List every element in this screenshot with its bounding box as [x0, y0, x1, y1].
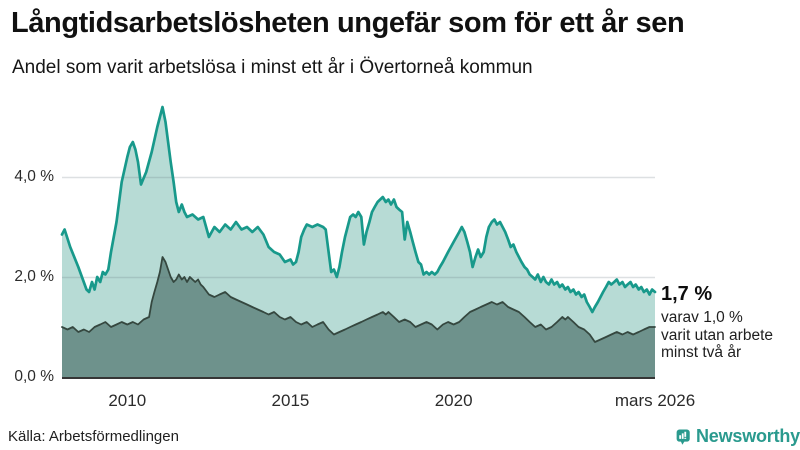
chart-title: Långtidsarbetslösheten ungefär som för e…: [11, 7, 685, 39]
newsworthy-logo[interactable]: Newsworthy: [676, 423, 800, 450]
y-axis-tick-label: 0,0 %: [14, 368, 54, 385]
x-axis-tick-label: 2015: [271, 391, 310, 410]
chart-subtitle: Andel som varit arbetslösa i minst ett å…: [12, 57, 533, 78]
source-attribution: Källa: Arbetsförmedlingen: [8, 428, 179, 445]
x-axis-tick-label: mars 2026: [614, 391, 696, 410]
x-axis-tick-label: 2010: [108, 391, 147, 410]
newsworthy-wordmark: Newsworthy: [695, 426, 800, 446]
y-axis-tick-label: 2,0 %: [14, 268, 54, 285]
annotation-line: minst två år: [661, 344, 742, 361]
annotation-line: varit utan arbete: [661, 326, 774, 344]
y-axis-tick-label: 4,0 %: [14, 168, 54, 185]
annotation-line: varav 1,0 %: [661, 309, 743, 326]
x-axis-tick-label: 2020: [434, 391, 473, 410]
newsworthy-logo-icon: [676, 429, 690, 445]
latest-value-annotation: 1,7 % varav 1,0 % varit utan arbete mins…: [661, 283, 799, 362]
latest-value: 1,7 %: [661, 283, 713, 305]
